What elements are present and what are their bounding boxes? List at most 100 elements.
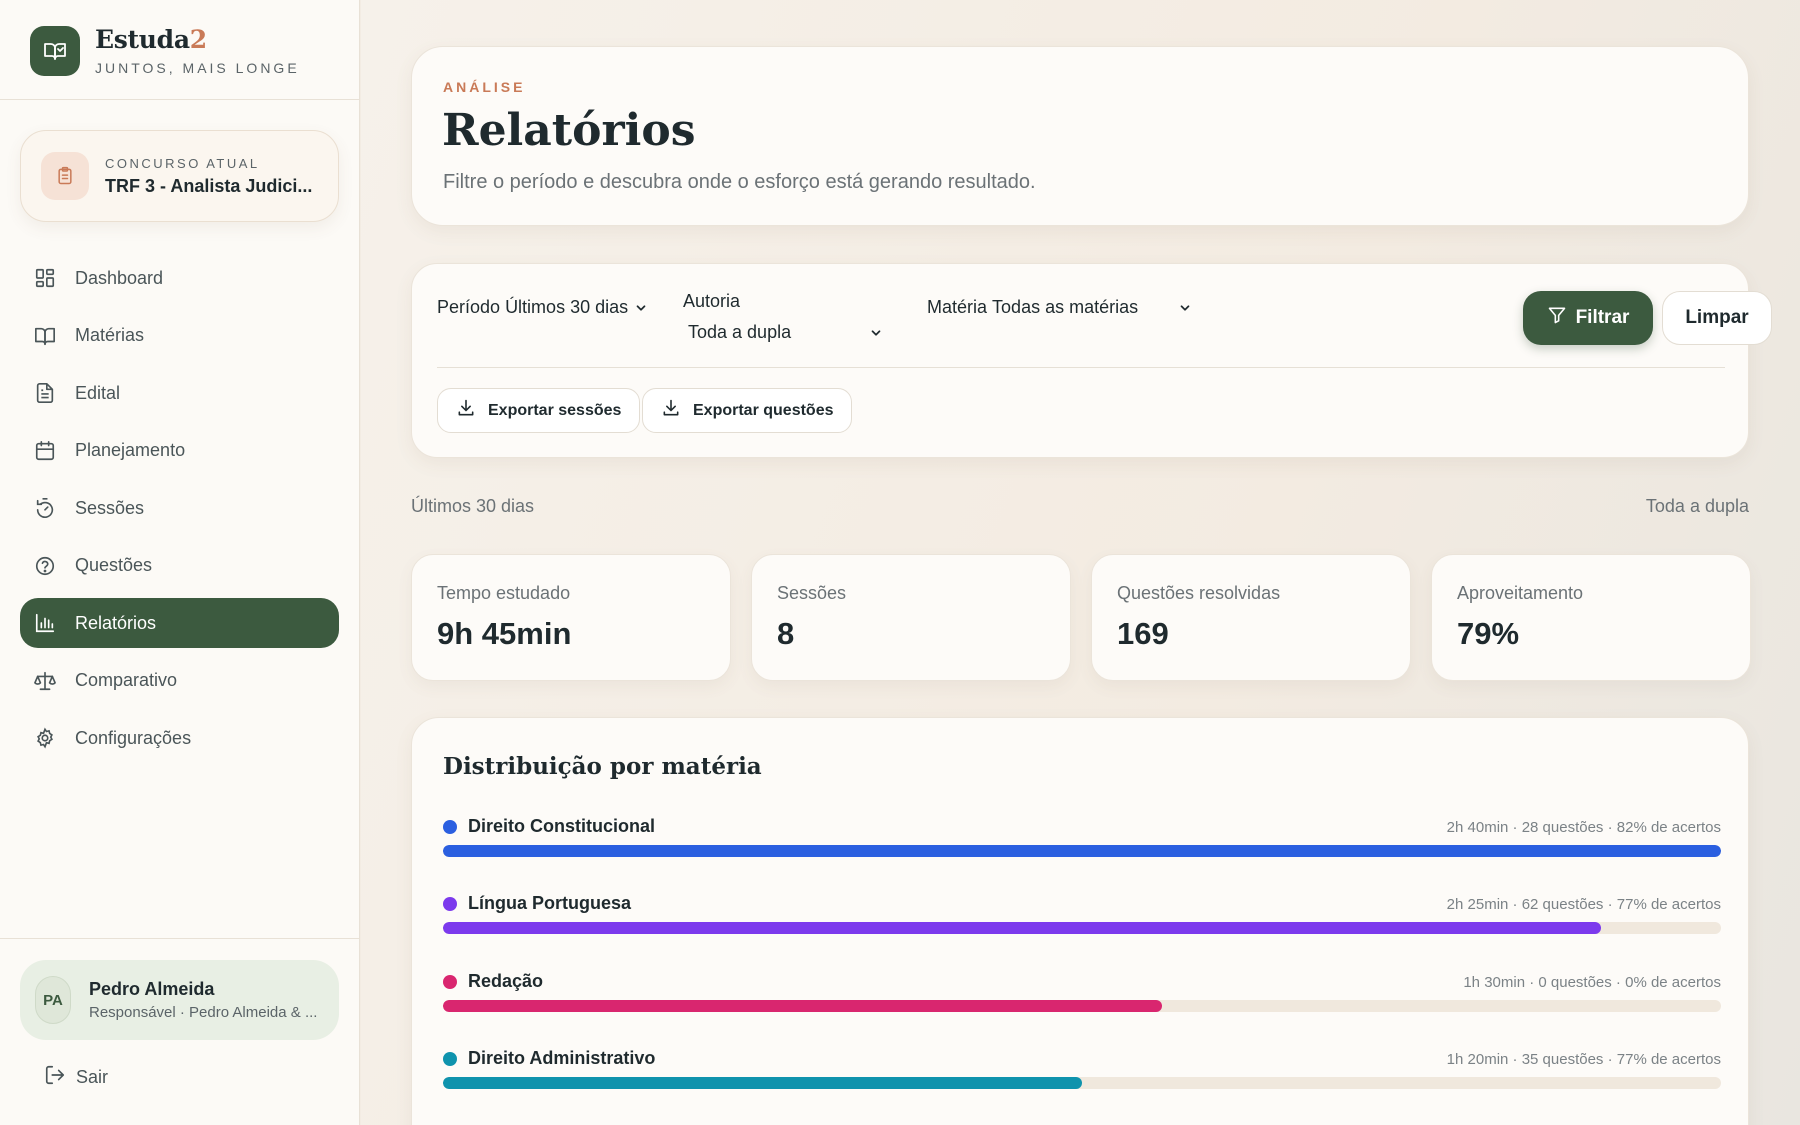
stat-label: Sessões bbox=[777, 583, 847, 603]
subject-value: Todas as matérias bbox=[992, 297, 1139, 317]
main-nav: Dashboard Matérias Edital Planejamento S… bbox=[20, 253, 339, 771]
subject-name: Redação bbox=[468, 971, 544, 991]
sidebar-item-planejamento[interactable]: Planejamento bbox=[20, 426, 339, 476]
subject-name: Língua Portuguesa bbox=[468, 893, 632, 913]
export-questions-button[interactable]: Exportar questões bbox=[642, 388, 853, 433]
progress-fill bbox=[443, 845, 1721, 857]
brand-name: Estuda2 bbox=[95, 25, 207, 54]
stat-card-sessions: Sessões 8 bbox=[751, 554, 1071, 681]
chevron-down-icon bbox=[634, 301, 648, 315]
sidebar-item-sessoes[interactable]: Sessões bbox=[20, 483, 339, 533]
avatar: PA bbox=[35, 976, 71, 1024]
page-title: Relatórios bbox=[442, 105, 696, 156]
progress-fill bbox=[443, 922, 1601, 934]
sidebar-divider bbox=[0, 99, 360, 100]
progress-fill bbox=[443, 1077, 1082, 1089]
document-icon bbox=[34, 382, 56, 404]
sidebar-item-dashboard[interactable]: Dashboard bbox=[20, 253, 339, 303]
filter-divider bbox=[437, 367, 1725, 368]
sidebar-item-relatorios[interactable]: Relatórios bbox=[20, 598, 339, 648]
subject-distribution-card: Distribuição por matéria Direito Constit… bbox=[411, 717, 1749, 1125]
sidebar-item-label: Sessões bbox=[75, 497, 145, 518]
download-icon bbox=[661, 398, 681, 423]
subject-name: Direito Administrativo bbox=[468, 1048, 656, 1068]
chevron-down-icon bbox=[869, 326, 883, 340]
filter-button-label: Filtrar bbox=[1575, 307, 1630, 328]
stat-value: 9h 45min bbox=[437, 616, 572, 651]
author-value: Toda a dupla bbox=[688, 322, 792, 342]
period-value: Últimos 30 dias bbox=[505, 297, 629, 317]
subject-row: Redação 1h 30min · 0 questões · 0% de ac… bbox=[443, 970, 1721, 1030]
stat-value: 8 bbox=[777, 616, 795, 651]
download-icon bbox=[456, 398, 476, 423]
page-subtitle: Filtre o período e descubra onde o esfor… bbox=[443, 171, 1036, 193]
contest-name: TRF 3 - Analista Judici... bbox=[105, 175, 313, 196]
scale-icon bbox=[34, 670, 56, 692]
stat-card-accuracy: Aproveitamento 79% bbox=[1431, 554, 1751, 681]
sidebar-item-materias[interactable]: Matérias bbox=[20, 311, 339, 361]
sidebar-item-configuracoes[interactable]: Configurações bbox=[20, 713, 339, 763]
user-name: Pedro Almeida bbox=[89, 979, 215, 999]
stat-card-study-time: Tempo estudado 9h 45min bbox=[411, 554, 731, 681]
subject-stats: 1h 20min · 35 questões · 77% de acertos bbox=[1446, 1051, 1721, 1068]
subject-color-dot bbox=[443, 1052, 457, 1066]
current-contest-card[interactable]: CONCURSO ATUAL TRF 3 - Analista Judici..… bbox=[20, 130, 339, 222]
sidebar-item-comparativo[interactable]: Comparativo bbox=[20, 656, 339, 706]
subject-stats: 2h 25min · 62 questões · 77% de acertos bbox=[1446, 896, 1721, 913]
stat-label: Aproveitamento bbox=[1457, 583, 1584, 603]
progress-track bbox=[443, 845, 1721, 857]
stat-value: 79% bbox=[1457, 616, 1520, 651]
subject-color-dot bbox=[443, 897, 457, 911]
stat-label: Questões resolvidas bbox=[1117, 583, 1281, 603]
clear-button[interactable]: Limpar bbox=[1662, 291, 1772, 345]
user-card[interactable]: PA Pedro Almeida Responsável · Pedro Alm… bbox=[20, 960, 339, 1040]
main-content: ANÁLISE Relatórios Filtre o período e de… bbox=[361, 0, 1800, 1125]
sidebar-item-edital[interactable]: Edital bbox=[20, 368, 339, 418]
logout-button[interactable]: Sair bbox=[44, 1064, 108, 1091]
period-select[interactable]: Período Últimos 30 dias bbox=[437, 297, 648, 318]
subject-stats: 2h 40min · 28 questões · 82% de acertos bbox=[1446, 819, 1721, 836]
subject-select[interactable]: Matéria Todas as matérias bbox=[927, 297, 1192, 318]
subject-name: Direito Constitucional bbox=[468, 816, 656, 836]
stat-value: 169 bbox=[1117, 616, 1169, 651]
chevron-down-icon bbox=[1178, 301, 1192, 315]
dashboard-icon bbox=[34, 267, 56, 289]
active-author-text: Toda a dupla bbox=[1645, 496, 1749, 516]
help-circle-icon bbox=[34, 555, 56, 577]
brand-tagline: JUNTOS, MAIS LONGE bbox=[95, 60, 300, 76]
subject-color-dot bbox=[443, 975, 457, 989]
author-label: Autoria bbox=[683, 291, 741, 311]
calendar-icon bbox=[34, 440, 56, 462]
contest-label: CONCURSO ATUAL bbox=[105, 155, 260, 171]
export-sessions-button[interactable]: Exportar sessões bbox=[437, 388, 641, 433]
sidebar-item-label: Planejamento bbox=[75, 440, 186, 460]
filter-icon bbox=[1547, 305, 1567, 331]
subject-row: Direito Administrativo 1h 20min · 35 que… bbox=[443, 1047, 1721, 1107]
author-select[interactable]: Toda a dupla bbox=[688, 322, 883, 343]
gear-icon bbox=[34, 727, 56, 749]
filter-button[interactable]: Filtrar bbox=[1523, 291, 1653, 345]
sidebar-divider bbox=[0, 938, 360, 939]
page-eyebrow: ANÁLISE bbox=[443, 79, 526, 95]
export-questions-label: Exportar questões bbox=[693, 401, 834, 419]
subject-row: Direito Constitucional 2h 40min · 28 que… bbox=[443, 815, 1721, 875]
timer-icon bbox=[34, 497, 56, 519]
user-role: Responsável · Pedro Almeida & ... bbox=[89, 1004, 318, 1021]
sidebar-item-questoes[interactable]: Questões bbox=[20, 541, 339, 591]
sidebar-item-label: Questões bbox=[75, 555, 153, 575]
period-label: Período bbox=[437, 297, 501, 317]
brand[interactable]: Estuda2 JUNTOS, MAIS LONGE bbox=[30, 25, 300, 76]
progress-track bbox=[443, 1000, 1721, 1012]
sidebar-item-label: Configurações bbox=[75, 727, 192, 748]
subject-label: Matéria bbox=[927, 297, 988, 317]
clipboard-icon bbox=[41, 152, 89, 200]
sidebar-item-label: Dashboard bbox=[75, 267, 164, 288]
stat-label: Tempo estudado bbox=[437, 583, 571, 603]
active-period-text: Últimos 30 dias bbox=[411, 496, 535, 516]
progress-track bbox=[443, 1077, 1721, 1089]
sidebar: Estuda2 JUNTOS, MAIS LONGE CONCURSO ATUA… bbox=[0, 0, 360, 1125]
subject-color-dot bbox=[443, 820, 457, 834]
sidebar-item-label: Edital bbox=[75, 382, 121, 403]
bar-chart-icon bbox=[34, 612, 56, 634]
page-header: ANÁLISE Relatórios Filtre o período e de… bbox=[411, 46, 1749, 226]
